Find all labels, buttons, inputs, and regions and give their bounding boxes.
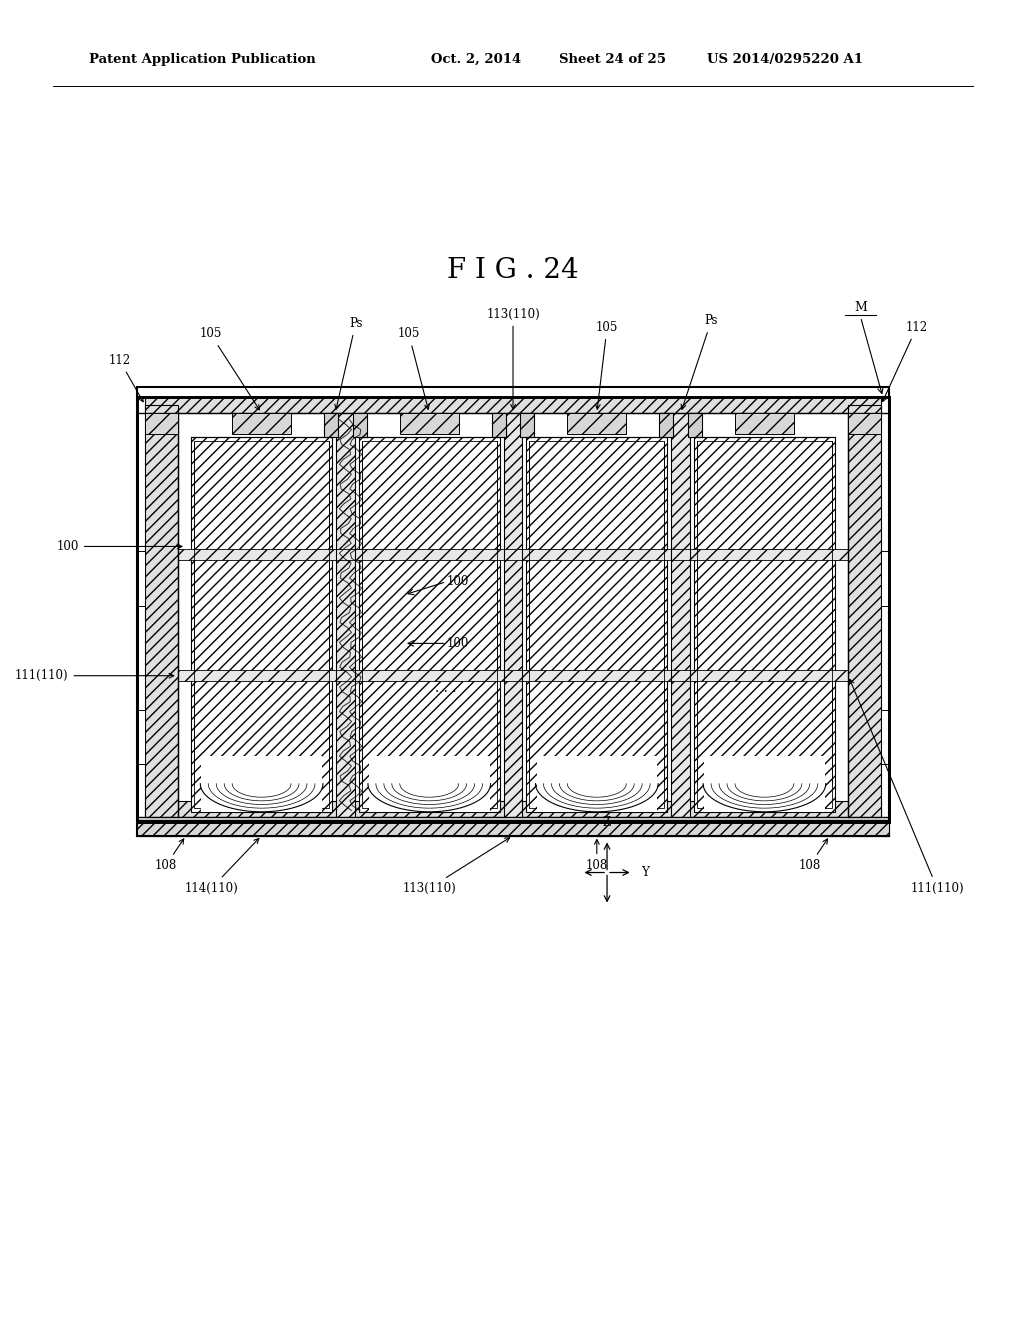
Text: 113(110): 113(110): [402, 838, 510, 895]
Bar: [137, 552, 145, 606]
Bar: [848, 413, 881, 434]
Bar: [324, 413, 338, 437]
Text: F I G . 24: F I G . 24: [447, 257, 579, 284]
Bar: [400, 413, 459, 434]
Text: 108: 108: [586, 840, 608, 873]
Text: 105: 105: [397, 327, 429, 409]
Bar: [697, 441, 831, 808]
Text: 111(110): 111(110): [850, 680, 964, 895]
Bar: [537, 755, 657, 812]
Text: Z: Z: [603, 816, 611, 829]
Bar: [145, 397, 881, 413]
Bar: [369, 755, 489, 812]
Bar: [178, 549, 848, 560]
Bar: [735, 413, 794, 434]
Bar: [705, 755, 824, 812]
Bar: [137, 710, 145, 764]
Bar: [694, 437, 835, 812]
Text: Oct. 2, 2014: Oct. 2, 2014: [431, 53, 521, 66]
Bar: [232, 413, 291, 434]
Text: 100: 100: [446, 576, 469, 589]
Bar: [659, 413, 674, 437]
Bar: [697, 441, 831, 808]
Bar: [202, 755, 322, 812]
Bar: [178, 671, 848, 681]
Bar: [336, 413, 354, 817]
Text: Sheet 24 of 25: Sheet 24 of 25: [559, 53, 666, 66]
Text: 112: 112: [109, 354, 143, 401]
Bar: [881, 552, 889, 606]
Text: M: M: [854, 301, 867, 314]
Text: Ps: Ps: [681, 314, 718, 409]
Text: Y: Y: [641, 866, 648, 879]
Bar: [361, 441, 497, 808]
Bar: [195, 441, 329, 808]
Bar: [361, 441, 497, 808]
Text: 111(110): 111(110): [14, 669, 174, 682]
Bar: [191, 437, 332, 812]
Text: 114(110): 114(110): [184, 838, 259, 895]
Bar: [504, 413, 522, 817]
Text: 100: 100: [56, 540, 182, 553]
Bar: [145, 801, 881, 817]
Bar: [881, 710, 889, 764]
Bar: [492, 413, 506, 437]
Bar: [529, 441, 665, 808]
Bar: [848, 405, 881, 817]
Text: 108: 108: [155, 840, 183, 873]
Bar: [352, 413, 367, 437]
Bar: [688, 413, 702, 437]
Bar: [137, 820, 889, 836]
Text: Ps: Ps: [335, 317, 362, 409]
Bar: [145, 413, 178, 434]
Bar: [672, 413, 690, 817]
Bar: [529, 441, 665, 808]
Text: . . .: . . .: [435, 681, 457, 694]
Text: 105: 105: [596, 321, 618, 409]
Text: 112: 112: [883, 321, 928, 401]
Bar: [567, 413, 626, 434]
Text: 105: 105: [200, 327, 259, 409]
Bar: [526, 437, 668, 812]
Bar: [520, 413, 535, 437]
Text: 100: 100: [446, 636, 469, 649]
Bar: [145, 405, 178, 817]
Text: 108: 108: [799, 840, 827, 873]
Text: US 2014/0295220 A1: US 2014/0295220 A1: [708, 53, 863, 66]
Bar: [358, 437, 500, 812]
Text: 113(110): 113(110): [486, 308, 540, 409]
Bar: [137, 387, 889, 836]
Bar: [195, 441, 329, 808]
Text: Patent Application Publication: Patent Application Publication: [89, 53, 315, 66]
